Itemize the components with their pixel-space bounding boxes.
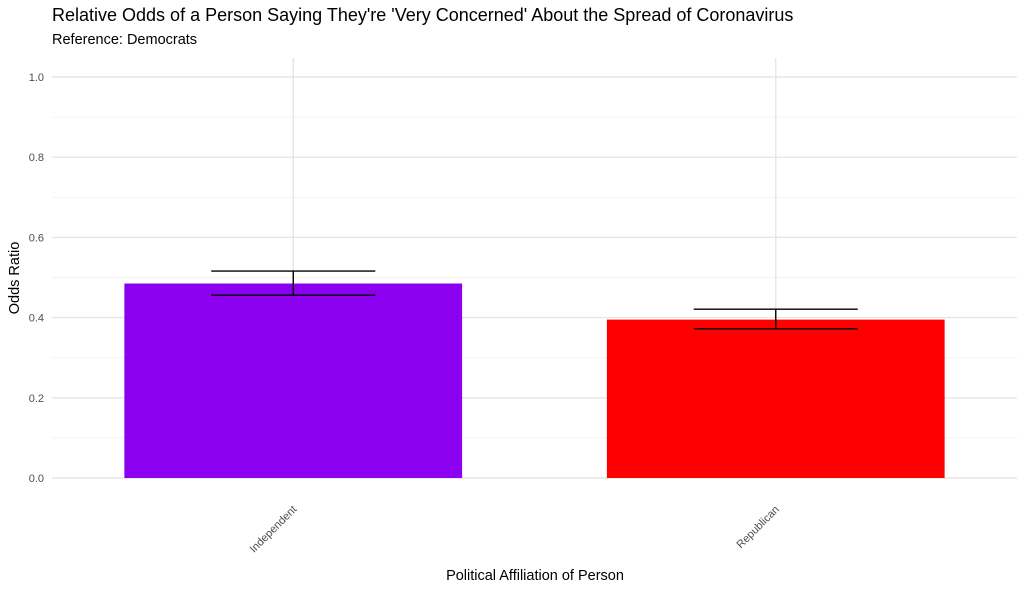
bars [124, 283, 945, 478]
y-tick-label: 0.4 [29, 313, 44, 325]
y-tick-label: 0.6 [29, 232, 44, 244]
bar-republican [606, 319, 945, 478]
y-axis-title: Odds Ratio [7, 242, 23, 315]
error-bar-independent [211, 270, 376, 296]
y-tick-label: 0.2 [29, 393, 44, 405]
error-bar-republican [693, 308, 858, 330]
x-tick-label: Independent [248, 504, 300, 556]
y-tick-label: 0.8 [29, 152, 44, 164]
y-tick-labels: 0.0 0.2 0.4 0.6 0.8 1.0 [29, 72, 44, 485]
chart-title: Relative Odds of a Person Saying They're… [52, 5, 794, 25]
error-bars [211, 270, 858, 330]
y-tick-label: 0.0 [29, 473, 44, 485]
chart-subtitle: Reference: Democrats [52, 32, 198, 48]
x-tick-labels: Independent Republican [248, 504, 782, 556]
y-tick-label: 1.0 [29, 72, 44, 84]
x-tick-label: Republican [734, 504, 781, 551]
x-axis-title: Political Affiliation of Person [446, 568, 624, 584]
bar-independent [124, 283, 463, 478]
